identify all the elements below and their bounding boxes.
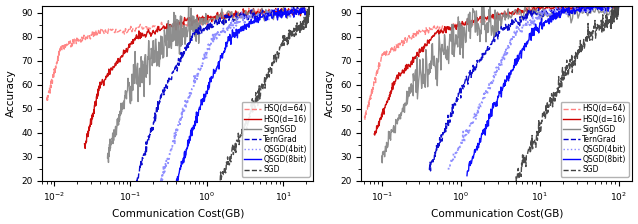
- X-axis label: Communication Cost(GB): Communication Cost(GB): [431, 209, 563, 218]
- X-axis label: Communication Cost(GB): Communication Cost(GB): [112, 209, 244, 218]
- Legend: HSQ(d=64), HSQ(d=16), SignSGD, TernGrad, QSGD(4bit), QSGD(8bit), SGD: HSQ(d=64), HSQ(d=16), SignSGD, TernGrad,…: [242, 102, 309, 177]
- Y-axis label: Accuracy: Accuracy: [325, 69, 334, 117]
- Legend: HSQ(d=64), HSQ(d=16), SignSGD, TernGrad, QSGD(4bit), QSGD(8bit), SGD: HSQ(d=64), HSQ(d=16), SignSGD, TernGrad,…: [561, 102, 628, 177]
- Y-axis label: Accuracy: Accuracy: [6, 69, 15, 117]
